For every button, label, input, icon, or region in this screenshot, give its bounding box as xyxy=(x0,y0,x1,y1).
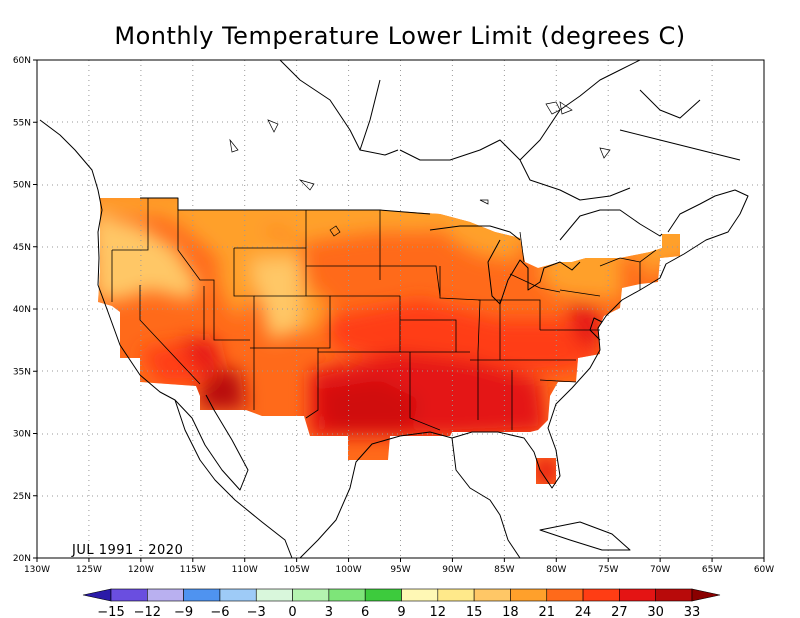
colorbar-label: 30 xyxy=(647,605,664,618)
lon-tick-label: 60W xyxy=(754,565,774,575)
lon-tick-label: 130W xyxy=(24,565,50,575)
lon-tick-label: 100W xyxy=(336,565,362,575)
colorbar-label: 9 xyxy=(397,605,405,618)
lon-tick-label: 115W xyxy=(180,565,206,575)
lon-tick-label: 125W xyxy=(76,565,102,575)
colorbar-swatch xyxy=(292,588,330,602)
colorbar-high-arrow xyxy=(691,588,721,602)
lon-tick-label: 65W xyxy=(702,565,722,575)
colorbar-label: 3 xyxy=(325,605,333,618)
lon-tick-label: 120W xyxy=(128,565,154,575)
colorbar-swatch xyxy=(328,588,366,602)
colorbar-swatch xyxy=(364,588,402,602)
lakes xyxy=(229,101,611,237)
colorbar-swatch xyxy=(473,588,511,602)
lon-tick-label: 110W xyxy=(232,565,258,575)
colorbar-swatch xyxy=(219,588,257,602)
state-borders xyxy=(111,198,657,431)
colorbar-swatch xyxy=(510,588,548,602)
gridlines xyxy=(37,60,764,558)
colorbar-label: 6 xyxy=(361,605,369,618)
colorbar-swatch xyxy=(437,588,475,602)
lon-tick-label: 70W xyxy=(650,565,670,575)
colorbar-swatch xyxy=(546,588,584,602)
colorbar-swatch xyxy=(255,588,293,602)
lat-tick-label: 50N xyxy=(13,181,31,191)
lat-tick-label: 45N xyxy=(13,243,31,253)
lat-tick-label: 55N xyxy=(13,118,31,128)
colorbar-label: −6 xyxy=(210,605,229,618)
lat-tick-label: 60N xyxy=(13,56,31,66)
lat-tick-label: 40N xyxy=(13,305,31,315)
colorbar-label: −9 xyxy=(174,605,193,618)
colorbar-label: 21 xyxy=(538,605,555,618)
colorbar-label: −3 xyxy=(247,605,266,618)
colorbar-label: 0 xyxy=(288,605,296,618)
lon-tick-label: 105W xyxy=(284,565,310,575)
colorbar-label: 27 xyxy=(611,605,628,618)
colorbar-label: 12 xyxy=(430,605,447,618)
colorbar-swatch xyxy=(582,588,620,602)
longitude-axis: 130W 125W 120W 115W 110W 105W 100W 95W 90W 85W 80W… xyxy=(24,558,774,575)
colorbar-label: 33 xyxy=(684,605,701,618)
colorbar-label: −15 xyxy=(97,605,124,618)
colorbar-swatch xyxy=(147,588,184,602)
coastlines xyxy=(39,59,749,559)
colorbar-label: 24 xyxy=(575,605,592,618)
lon-tick-label: 75W xyxy=(598,565,618,575)
colorbar-label: 15 xyxy=(466,605,483,618)
lon-tick-label: 90W xyxy=(442,565,462,575)
period-label: JUL 1991 - 2020 xyxy=(71,543,183,558)
colorbar-low-arrow xyxy=(82,588,112,602)
lat-tick-label: 35N xyxy=(13,367,31,377)
colorbar: −15 −12 −9 −6 −3 0 3 6 9 12 15 18 21 24 27 30 33 xyxy=(82,588,721,618)
lon-tick-label: 80W xyxy=(546,565,566,575)
colorbar-swatch xyxy=(655,588,693,602)
colorbar-swatch xyxy=(110,588,148,602)
lat-tick-label: 20N xyxy=(13,554,31,564)
colorbar-label: −12 xyxy=(134,605,161,618)
lon-tick-label: 85W xyxy=(494,565,514,575)
lat-tick-label: 25N xyxy=(13,492,31,502)
lon-tick-label: 95W xyxy=(390,565,410,575)
lat-tick-label: 30N xyxy=(13,430,31,440)
colorbar-label: 18 xyxy=(502,605,519,618)
map-title: Monthly Temperature Lower Limit (degrees… xyxy=(114,22,686,50)
colorbar-swatch xyxy=(619,588,656,602)
latitude-axis: 20N 25N 30N 35N 40N 45N 50N 55N 60N xyxy=(13,56,37,564)
colorbar-swatch xyxy=(401,588,439,602)
colorbar-swatch xyxy=(183,588,221,602)
